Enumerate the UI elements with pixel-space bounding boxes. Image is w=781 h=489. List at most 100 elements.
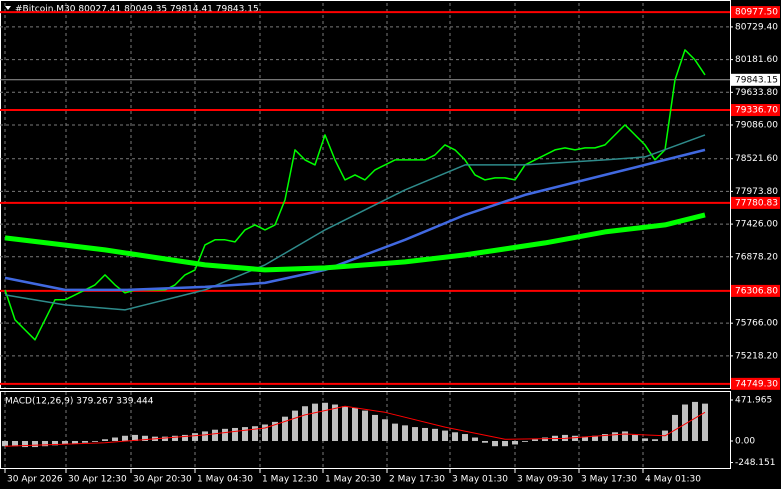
histogram-bar [42, 440, 48, 447]
histogram-bar [362, 410, 368, 441]
histogram-bar [672, 414, 678, 441]
histogram-bar [262, 424, 268, 441]
y-tick-label: 471.965 [735, 395, 772, 405]
histogram-bar [342, 406, 348, 441]
level-tag [731, 6, 780, 19]
histogram-bar [472, 437, 478, 441]
y-tick-label: 80181.60 [735, 55, 778, 65]
histogram-bar [382, 419, 388, 441]
histogram-bar [22, 440, 28, 448]
macd-title: MACD(12,26,9) 379.267 339.444 [5, 397, 154, 407]
histogram-bar [632, 434, 638, 441]
chart-title: #Bitcoin,M30 80027.41 80049.35 79814.41 … [15, 5, 259, 15]
series-line [4, 212, 706, 273]
histogram-bar [532, 439, 538, 441]
histogram-bar [182, 434, 188, 441]
histogram-bar [372, 414, 378, 441]
histogram-bar [622, 431, 628, 441]
histogram-bar [682, 404, 688, 441]
x-tick-label: 3 May 01:30 [452, 475, 508, 485]
x-tick-label: 3 May 17:30 [581, 475, 637, 485]
histogram-bar [172, 435, 178, 441]
histogram-bar [122, 435, 128, 441]
main-frame [0, 0, 731, 389]
y-tick-label: 76878.20 [735, 252, 778, 262]
level-label: 74749.30 [735, 379, 778, 389]
histogram-bar [592, 435, 598, 441]
x-tick-label: 4 May 01:30 [645, 475, 701, 485]
histogram-bar [542, 437, 548, 441]
histogram-bar [252, 426, 258, 441]
histogram-bar [442, 430, 448, 441]
menu-arrow [5, 6, 11, 10]
histogram-bar [402, 425, 408, 441]
histogram-bar [142, 435, 148, 441]
histogram-bar [412, 427, 418, 441]
macd-frame [0, 391, 731, 469]
y-tick-label: 78521.60 [735, 154, 778, 164]
histogram-bar [32, 440, 38, 448]
x-tick-label: 30 Apr 12:30 [68, 475, 127, 485]
histogram-bar [322, 402, 328, 441]
level-tag [731, 104, 780, 117]
histogram-bar [92, 440, 98, 442]
histogram-bar [652, 439, 658, 441]
level-label: 80977.50 [735, 8, 778, 18]
histogram-bar [432, 428, 438, 441]
histogram-bar [192, 433, 198, 441]
histogram-bar [612, 432, 618, 441]
histogram-bar [202, 431, 208, 441]
series-line [4, 134, 706, 311]
x-tick-label: 2 May 17:30 [389, 475, 445, 485]
histogram-bar [572, 435, 578, 441]
current-price-tag [731, 73, 780, 86]
histogram-bar [112, 437, 118, 441]
histogram-bar [72, 440, 78, 444]
y-tick-label: 77426.00 [735, 220, 778, 230]
histogram-bar [692, 401, 698, 441]
current-price-label: 79843.15 [735, 75, 778, 85]
y-tick-label: 75218.20 [735, 351, 778, 361]
histogram-bar [12, 440, 18, 447]
series-line [4, 49, 706, 341]
x-tick-label: 3 May 09:30 [517, 475, 573, 485]
histogram-bar [232, 427, 238, 441]
histogram-bar [512, 440, 518, 445]
level-label: 77780.83 [735, 198, 778, 208]
y-tick-label: 80729.40 [735, 22, 778, 32]
histogram-bar [582, 436, 588, 441]
x-tick-label: 30 Apr 2026 [7, 475, 63, 485]
histogram-bar [492, 440, 498, 447]
histogram-bar [392, 423, 398, 441]
histogram-bar [132, 434, 138, 441]
x-tick-label: 1 May 20:30 [325, 475, 381, 485]
histogram-bar [222, 428, 228, 441]
histogram-bar [642, 438, 648, 441]
histogram-bar [82, 440, 88, 443]
histogram-bar [462, 434, 468, 441]
x-tick-label: 1 May 04:30 [197, 475, 253, 485]
y-tick-label: -248.151 [735, 458, 775, 468]
histogram-bar [332, 404, 338, 441]
histogram-bar [702, 403, 708, 441]
y-tick-label: 79086.00 [735, 121, 778, 131]
histogram-bar [212, 429, 218, 441]
y-tick-label: 77973.80 [735, 187, 778, 197]
x-tick-label: 1 May 12:30 [262, 475, 318, 485]
histogram-bar [482, 440, 488, 443]
histogram-bar [2, 440, 8, 447]
level-label: 76306.80 [735, 286, 778, 296]
y-tick-label: 75766.00 [735, 319, 778, 329]
level-tag [731, 377, 780, 390]
histogram-bar [52, 440, 58, 446]
histogram-bar [602, 434, 608, 441]
x-tick-label: 30 Apr 20:30 [133, 475, 192, 485]
series-line [4, 405, 706, 447]
histogram-bar [272, 421, 278, 441]
histogram-bar [242, 427, 248, 441]
level-tag [731, 196, 780, 209]
level-tag [731, 284, 780, 297]
histogram-bar [522, 440, 528, 442]
histogram-bar [312, 403, 318, 441]
